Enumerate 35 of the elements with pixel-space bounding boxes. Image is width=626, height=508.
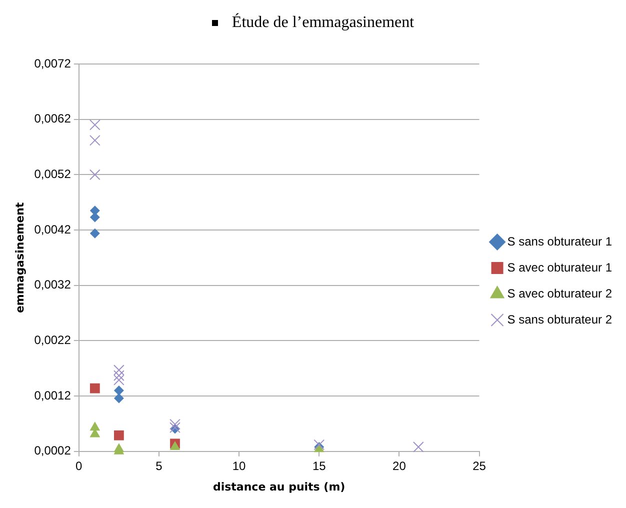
x-tick-label: 15 — [312, 458, 326, 473]
point — [90, 212, 100, 222]
y-tick-label: 0,0052 — [34, 167, 72, 181]
y-tick-label: 0,0032 — [34, 278, 72, 292]
x-tick-label: 0 — [76, 458, 83, 473]
point — [90, 228, 100, 238]
point — [114, 393, 124, 404]
point — [90, 383, 100, 394]
x-tick-label: 5 — [156, 458, 163, 473]
y-axis-title: emmagasinement — [13, 202, 26, 314]
point — [170, 418, 180, 430]
point — [114, 430, 124, 440]
y-tick-label: 0,0072 — [34, 56, 72, 70]
point — [90, 422, 100, 431]
legend-label: S avec obturateur 1 — [507, 260, 612, 274]
y-tick-label: 0,0022 — [34, 333, 72, 348]
legend-label: S avec obturateur 2 — [507, 286, 612, 300]
point — [89, 169, 100, 180]
y-tick-label: 0,0042 — [34, 222, 72, 236]
y-tick-label: 0,0012 — [34, 388, 72, 402]
legend-label: S sans obturateur 1 — [507, 234, 612, 248]
point — [113, 370, 124, 382]
chart-title: Étude de l’emmagasinement — [232, 14, 414, 31]
point — [89, 119, 100, 130]
x-tick-label: 10 — [232, 458, 246, 473]
legend-label: S sans obturateur 2 — [507, 312, 612, 326]
x-tick-label: 25 — [472, 458, 486, 473]
point — [412, 442, 424, 452]
y-tick-label: 0,0062 — [34, 112, 72, 126]
point — [89, 134, 100, 146]
point — [314, 439, 325, 450]
x-tick-label: 20 — [392, 458, 406, 473]
x-axis-title: distance au puits (m) — [212, 480, 346, 494]
y-tick-label: 0,0002 — [34, 444, 72, 458]
point — [114, 386, 124, 396]
